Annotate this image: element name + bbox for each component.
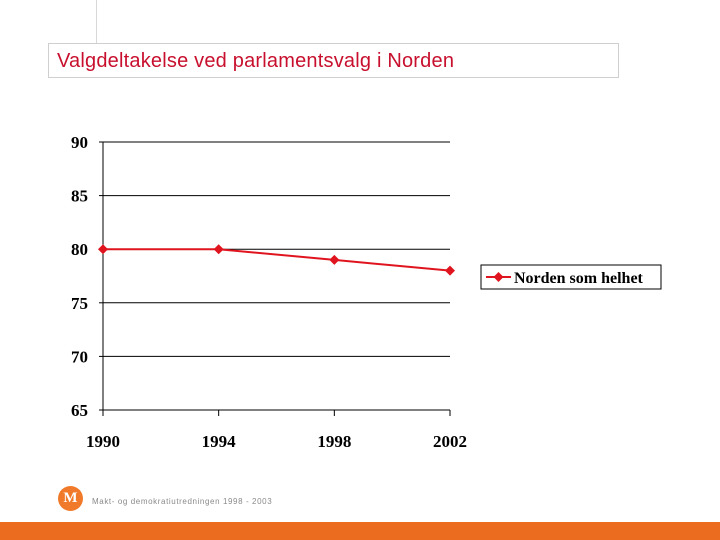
data-point-1990 [98,244,108,255]
data-point-1994 [213,244,224,255]
y-tick-label-80: 80 [71,240,88,259]
top-divider [96,0,97,44]
y-tick-label-70: 70 [71,347,88,366]
data-point-2002 [445,265,455,276]
y-tick-label-85: 85 [71,187,88,206]
legend-marker [493,272,504,282]
bottom-bar [0,522,720,540]
footer: M Makt- og demokratiutredningen 1998 - 2… [58,486,358,516]
legend-label: Norden som helhet [514,270,644,287]
axes [102,142,450,411]
footer-text: Makt- og demokratiutredningen 1998 - 200… [92,497,273,506]
y-tick-label-65: 65 [71,401,88,420]
x-axis-ticks: 1990 1994 1998 2002 [86,410,467,451]
y-tick-label-90: 90 [71,133,88,152]
y-axis-ticks: 65 70 75 80 85 90 [71,133,103,420]
x-tick-label-1998: 1998 [317,432,351,451]
x-tick-label-2002: 2002 [433,432,467,451]
logo: M [58,486,83,511]
data-point-1998 [329,254,340,265]
legend: Norden som helhet [480,264,662,290]
series-line-0 [103,248,451,272]
y-tick-label-75: 75 [71,294,88,313]
x-tick-label-1994: 1994 [202,432,237,451]
series-group [98,244,455,276]
x-tick-label-1990: 1990 [86,432,120,451]
title-box: Valgdeltakelse ved parlamentsvalg i Nord… [48,43,619,78]
slide-title: Valgdeltakelse ved parlamentsvalg i Nord… [57,50,455,72]
